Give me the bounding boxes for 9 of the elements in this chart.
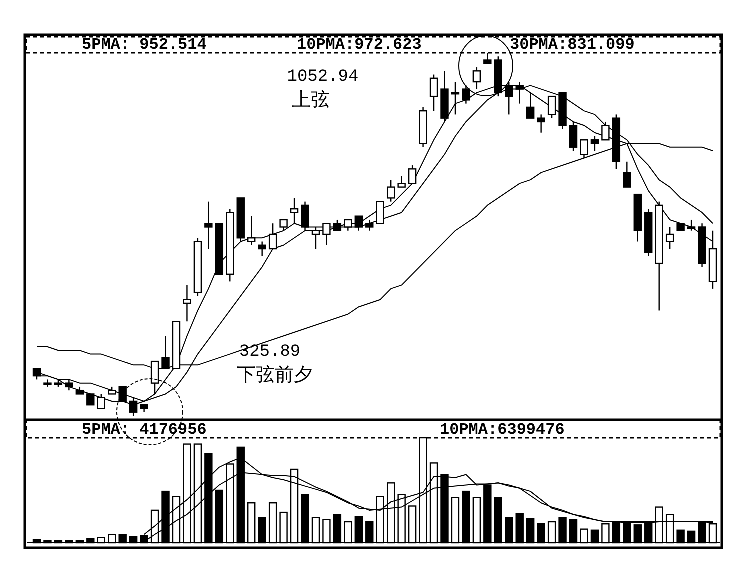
annotation: 5PMA: 952.514: [82, 36, 208, 54]
annotation: 325.89: [239, 343, 301, 362]
annotation: 10PMA:6399476: [440, 421, 565, 439]
annotation: 下弦前夕: [237, 364, 313, 386]
annotation: 5PMA: 4176956: [82, 421, 207, 439]
annotation: 10PMA:972.623: [297, 36, 422, 54]
annotation: 1052.94: [287, 68, 359, 87]
annotation: 上弦: [292, 89, 330, 111]
annotation: 30PMA:831.099: [510, 36, 635, 54]
